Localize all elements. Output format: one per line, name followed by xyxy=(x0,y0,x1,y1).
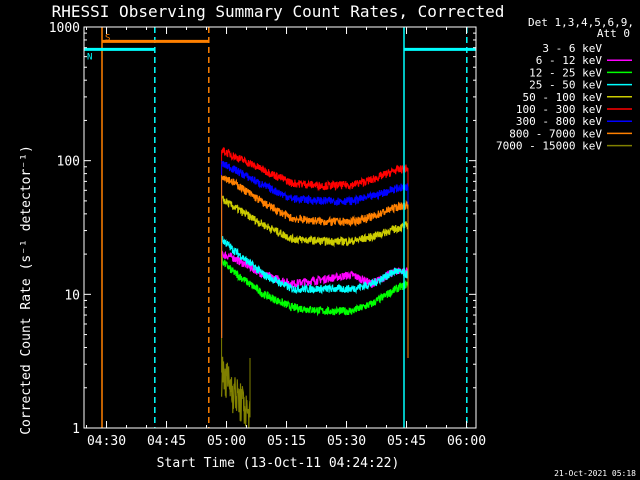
series-line xyxy=(221,147,409,192)
legend-entry-label: 25 - 50 keV xyxy=(529,79,602,92)
plot-axes: 1 10 100 1000 04:30 04:45 05:00 05:15 05:30 05:45… xyxy=(49,21,486,449)
y-tick-label: 1000 xyxy=(49,21,80,36)
y-axis-label: Corrected Count Rate (s⁻¹ detector⁻¹) xyxy=(19,145,34,435)
x-tick-label: 05:00 xyxy=(207,434,246,449)
plot-frame xyxy=(83,26,477,429)
x-tick-label: 05:15 xyxy=(267,434,306,449)
x-tick-label: 04:30 xyxy=(87,434,126,449)
series-line xyxy=(221,160,409,206)
x-tick-label: 04:45 xyxy=(147,434,186,449)
chart-title: RHESSI Observing Summary Count Rates, Co… xyxy=(52,2,505,21)
flag-lines: SN xyxy=(84,27,476,428)
legend-entry-label: 800 - 7000 keV xyxy=(509,127,602,140)
legend-entry-label: 12 - 25 keV xyxy=(529,66,602,79)
x-tick-label: 05:30 xyxy=(327,434,366,449)
legend-entry-label: 300 - 800 keV xyxy=(516,115,602,128)
y-tick-label: 1 xyxy=(72,422,80,437)
series-line xyxy=(221,236,409,295)
x-axis-label: Start Time (13-Oct-11 04:24:22) xyxy=(157,456,400,471)
series-line xyxy=(221,356,251,429)
legend-entry-label: 3 - 6 keV xyxy=(542,42,602,55)
legend-entry-label: 6 - 12 keV xyxy=(536,54,603,67)
legend-header: Det 1,3,4,5,6,9, xyxy=(528,16,634,29)
legend-entry-label: 7000 - 15000 keV xyxy=(496,140,602,153)
series-line xyxy=(221,223,409,261)
series-line xyxy=(221,257,409,317)
footer-timestamp: 21-Oct-2021 05:18 xyxy=(554,469,636,478)
y-tick-label: 100 xyxy=(57,155,80,170)
legend-header: Att 0 xyxy=(597,27,630,40)
legend-entry-label: 50 - 100 keV xyxy=(523,91,603,104)
series-lines xyxy=(221,147,409,429)
legend-entry-label: 100 - 300 keV xyxy=(516,103,602,116)
x-tick-label: 05:45 xyxy=(387,434,426,449)
flag-label: S xyxy=(105,33,110,43)
series-line xyxy=(221,174,409,228)
x-tick-label: 06:00 xyxy=(447,434,486,449)
y-tick-label: 10 xyxy=(64,288,80,303)
series-line xyxy=(221,195,409,248)
flag-label: N xyxy=(87,52,92,62)
